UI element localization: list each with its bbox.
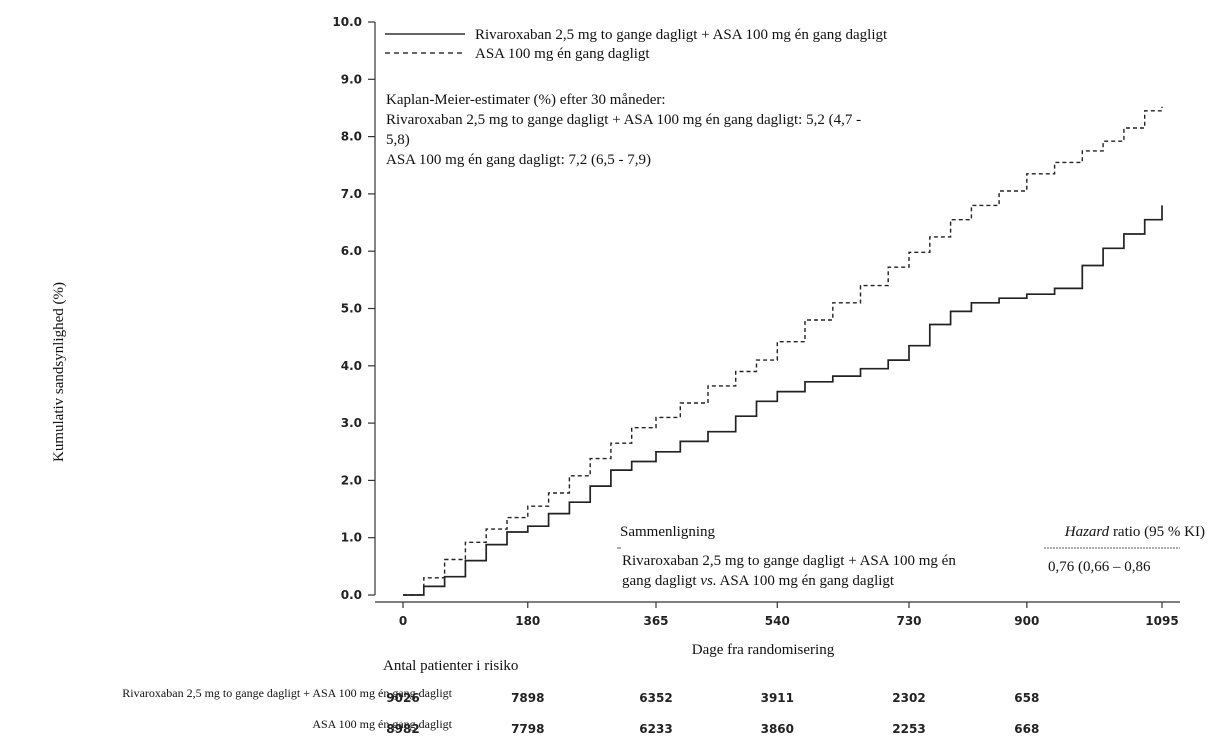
risk-value: 7898 <box>511 691 544 705</box>
y-tick-label: 1.0 <box>341 531 362 545</box>
x-tick-label: 365 <box>643 614 668 628</box>
y-axis-label: Kumulativ sandsynlighed (%) <box>51 282 67 462</box>
y-tick-label: 0.0 <box>341 588 362 602</box>
y-tick-label: 10.0 <box>332 15 362 29</box>
y-tick-label: 9.0 <box>341 72 362 86</box>
risk-value: 8982 <box>386 722 419 736</box>
risk-table-title: Antal patienter i risiko <box>383 658 518 674</box>
annotation-line: Kaplan-Meier-estimater (%) efter 30 måne… <box>386 92 666 108</box>
x-tick-label: 900 <box>1014 614 1039 628</box>
hazard-ratio-header: Hazard ratio (95 % KI) <box>1064 524 1205 540</box>
x-tick-label: 180 <box>515 614 540 628</box>
risk-value: 9026 <box>386 691 419 705</box>
risk-table: Antal patienter i risiko Rivaroxaban 2,5… <box>122 658 1039 736</box>
risk-row-label: ASA 100 mg én gang dagligt <box>312 717 452 731</box>
risk-value: 6352 <box>639 691 672 705</box>
risk-value: 6233 <box>639 722 672 736</box>
risk-value: 3860 <box>761 722 794 736</box>
comparison-row-line1: Rivaroxaban 2,5 mg to gange dagligt + AS… <box>622 553 956 569</box>
series-line-asa <box>403 106 1163 596</box>
legend-label-1: ASA 100 mg én gang dagligt <box>475 46 650 62</box>
y-tick-label: 6.0 <box>341 244 362 258</box>
comparison-header: Sammenligning <box>620 524 715 540</box>
annotation-line: 5,8) <box>386 132 410 148</box>
x-tick-label: 0 <box>399 614 407 628</box>
hazard-ratio-value: 0,76 (0,66 – 0,86 <box>1048 559 1151 575</box>
y-tick-label: 8.0 <box>341 130 362 144</box>
legend-label-0: Rivaroxaban 2,5 mg to gange dagligt + AS… <box>475 27 888 43</box>
x-tick-label: 730 <box>896 614 921 628</box>
y-tick-label: 7.0 <box>341 187 362 201</box>
risk-value: 7798 <box>511 722 544 736</box>
km-annotation: Kaplan-Meier-estimater (%) efter 30 måne… <box>386 92 861 168</box>
risk-value: 2302 <box>892 691 925 705</box>
x-tick-label: 1095 <box>1145 614 1178 628</box>
x-tick-label: 540 <box>765 614 790 628</box>
comparison-row-line2: gang dagligt vs. ASA 100 mg én gang dagl… <box>622 573 895 589</box>
y-tick-label: 3.0 <box>341 416 362 430</box>
annotation-line: Rivaroxaban 2,5 mg to gange dagligt + AS… <box>386 112 861 128</box>
legend: Rivaroxaban 2,5 mg to gange dagligt + AS… <box>385 27 888 62</box>
risk-rows: Rivaroxaban 2,5 mg to gange dagligt + AS… <box>122 686 1039 736</box>
risk-row-label: Rivaroxaban 2,5 mg to gange dagligt + AS… <box>122 686 452 700</box>
y-tick-label: 4.0 <box>341 359 362 373</box>
risk-value: 3911 <box>761 691 794 705</box>
risk-value: 658 <box>1014 691 1039 705</box>
axes: 0.0 1.0 2.0 3.0 4.0 5.0 6.0 7.0 8.0 9.0 10.0 0 180 36… <box>332 15 1180 628</box>
series-line-rivaroxaban <box>403 205 1163 596</box>
comparison-table: Sammenligning Hazard ratio (95 % KI) Riv… <box>617 524 1205 589</box>
x-axis-label: Dage fra randomisering <box>692 642 835 658</box>
annotation-line: ASA 100 mg én gang dagligt: 7,2 (6,5 - 7… <box>386 152 651 168</box>
y-tick-label: 2.0 <box>341 473 362 487</box>
y-tick-label: 5.0 <box>341 302 362 316</box>
risk-value: 2253 <box>892 722 925 736</box>
series-group <box>403 106 1163 596</box>
risk-value: 668 <box>1014 722 1039 736</box>
